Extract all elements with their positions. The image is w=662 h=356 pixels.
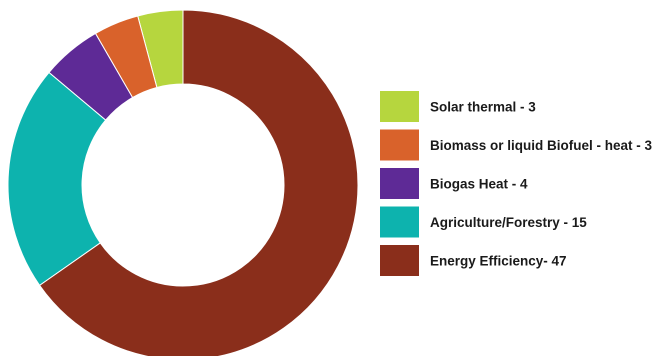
legend-item-solar-thermal: Solar thermal - 3 <box>380 91 536 122</box>
legend-item-energy-efficiency: Energy Efficiency- 47 <box>380 245 567 276</box>
legend-swatch-solar-thermal <box>380 91 419 122</box>
slice-energy-efficiency <box>38 9 359 356</box>
legend-item-agriculture-forestry: Agriculture/Forestry - 15 <box>380 206 587 238</box>
legend-label-agriculture-forestry: Agriculture/Forestry - 15 <box>430 215 587 230</box>
legend-label-biogas-heat: Biogas Heat - 4 <box>430 177 528 192</box>
slice-agriculture-forestry <box>7 71 107 287</box>
legend-swatch-biomass-heat <box>380 129 419 161</box>
legend-label-biomass-heat: Biomass or liquid Biofuel - heat - 3 <box>430 138 653 153</box>
legend-swatch-energy-efficiency <box>380 245 419 276</box>
donut-slices <box>7 9 359 356</box>
legend-item-biomass-heat: Biomass or liquid Biofuel - heat - 3 <box>380 129 653 161</box>
legend-swatch-biogas-heat <box>380 168 419 199</box>
legend: Solar thermal - 3 Biomass or liquid Biofu… <box>380 91 653 276</box>
legend-label-energy-efficiency: Energy Efficiency- 47 <box>430 254 567 269</box>
legend-label-solar-thermal: Solar thermal - 3 <box>430 100 536 115</box>
legend-swatch-agriculture-forestry <box>380 206 419 238</box>
legend-item-biogas-heat: Biogas Heat - 4 <box>380 168 528 199</box>
